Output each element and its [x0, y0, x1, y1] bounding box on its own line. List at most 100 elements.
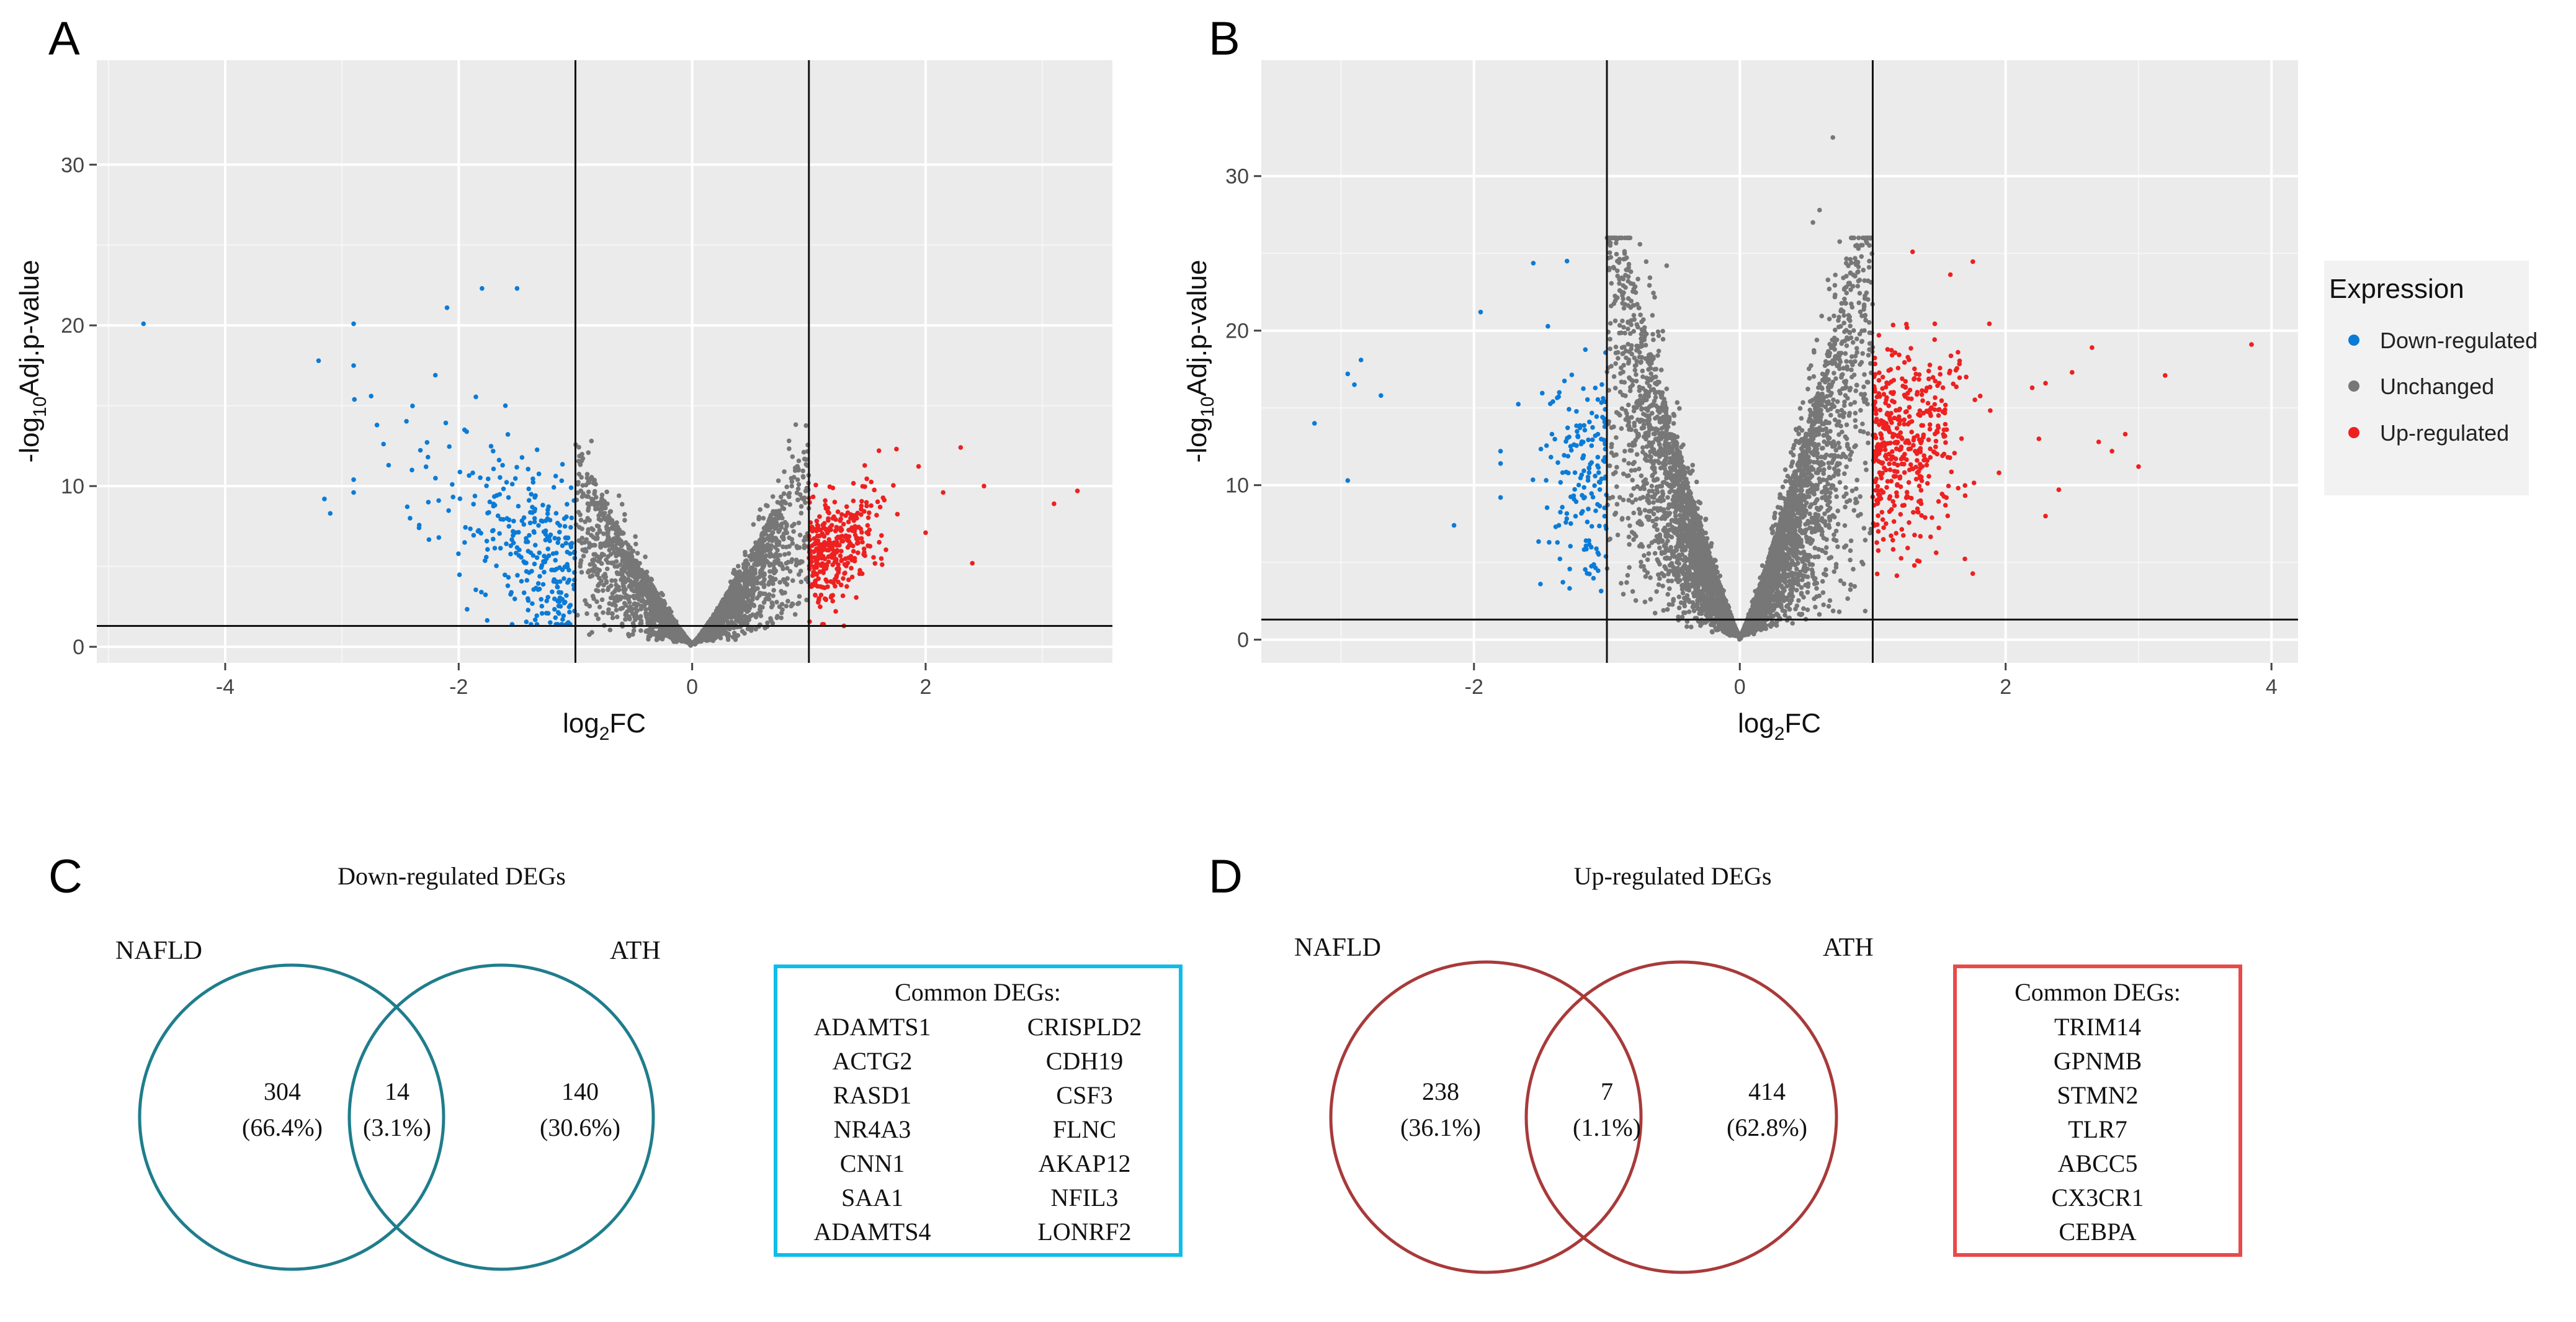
point-down — [516, 553, 522, 558]
point-unchanged — [758, 507, 763, 512]
point-down — [529, 492, 534, 497]
point-unchanged — [762, 547, 767, 552]
point-unchanged — [797, 594, 802, 599]
point-unchanged — [746, 588, 751, 593]
point-unchanged — [617, 542, 623, 547]
point-unchanged — [738, 576, 743, 582]
point-unchanged — [594, 501, 599, 507]
point-unchanged — [617, 594, 622, 600]
point-unchanged — [1811, 374, 1817, 379]
point-unchanged — [638, 618, 644, 623]
point-unchanged — [679, 629, 685, 634]
point-down — [539, 518, 544, 523]
point-down — [534, 613, 539, 618]
point-up — [814, 528, 819, 534]
point-unchanged — [1805, 590, 1810, 595]
point-unchanged — [725, 593, 731, 599]
point-unchanged — [774, 600, 779, 605]
point-unchanged — [1626, 461, 1631, 466]
point-unchanged — [1626, 326, 1630, 331]
point-unchanged — [616, 493, 622, 498]
point-unchanged — [754, 551, 760, 555]
point-down — [491, 528, 496, 533]
point-unchanged — [1799, 416, 1804, 421]
point-up — [883, 547, 888, 552]
point-unchanged — [628, 605, 633, 609]
point-up — [834, 528, 839, 533]
point-down — [485, 618, 490, 623]
point-unchanged — [787, 494, 792, 500]
point-unchanged — [796, 520, 802, 526]
point-unchanged — [749, 601, 755, 607]
point-down — [492, 546, 498, 551]
point-down — [484, 483, 489, 488]
point-unchanged — [772, 559, 778, 564]
point-down — [408, 516, 413, 521]
point-up — [856, 550, 861, 555]
point-down — [540, 582, 546, 587]
point-outlier — [386, 462, 391, 468]
point-unchanged — [725, 603, 731, 609]
point-down — [554, 580, 560, 585]
point-down — [525, 596, 530, 601]
point-unchanged — [795, 486, 801, 492]
point-unchanged — [785, 576, 790, 581]
point-unchanged — [594, 495, 599, 500]
point-down — [450, 482, 455, 487]
x-tick-label: 2 — [919, 675, 931, 699]
point-down — [514, 465, 519, 470]
point-unchanged — [671, 629, 676, 634]
point-unchanged — [1842, 523, 1848, 528]
point-up — [916, 464, 921, 469]
point-unchanged — [579, 475, 584, 480]
point-down — [512, 596, 517, 601]
point-up — [849, 565, 854, 571]
point-unchanged — [789, 483, 794, 488]
point-unchanged — [606, 560, 610, 565]
point-unchanged — [800, 474, 806, 479]
point-unchanged — [654, 604, 659, 609]
point-down — [491, 466, 496, 472]
point-up — [891, 483, 896, 488]
point-down — [508, 551, 513, 557]
point-unchanged — [1625, 573, 1630, 578]
point-unchanged — [602, 575, 607, 580]
point-down — [526, 498, 532, 503]
point-down — [433, 475, 438, 481]
point-outlier — [923, 530, 928, 536]
point-outlier — [351, 363, 356, 368]
point-unchanged — [623, 580, 628, 585]
point-up — [872, 561, 878, 566]
panel-label-b: B — [1209, 12, 1240, 65]
point-outlier — [316, 358, 321, 363]
point-unchanged — [610, 615, 615, 621]
point-unchanged — [591, 557, 597, 562]
plot-a-background — [97, 60, 1112, 663]
point-unchanged — [752, 588, 758, 593]
point-unchanged — [614, 535, 620, 541]
point-unchanged — [627, 594, 632, 600]
point-up — [877, 539, 882, 545]
point-unchanged — [630, 632, 635, 637]
point-down — [506, 517, 512, 523]
point-up — [844, 584, 849, 589]
point-unchanged — [798, 579, 804, 585]
point-unchanged — [784, 560, 789, 566]
point-unchanged — [792, 612, 798, 617]
point-down — [527, 533, 532, 538]
point-down — [553, 511, 559, 516]
point-unchanged — [1859, 254, 1864, 259]
point-unchanged — [787, 502, 792, 507]
point-unchanged — [622, 601, 627, 606]
point-up — [823, 596, 828, 602]
point-unchanged — [612, 564, 617, 569]
point-unchanged — [720, 631, 725, 636]
point-down — [506, 495, 511, 500]
point-unchanged — [601, 610, 606, 615]
point-unchanged — [576, 444, 581, 450]
point-outlier — [432, 372, 438, 378]
point-unchanged — [725, 634, 731, 639]
point-unchanged — [1648, 575, 1653, 580]
point-down — [462, 540, 467, 545]
